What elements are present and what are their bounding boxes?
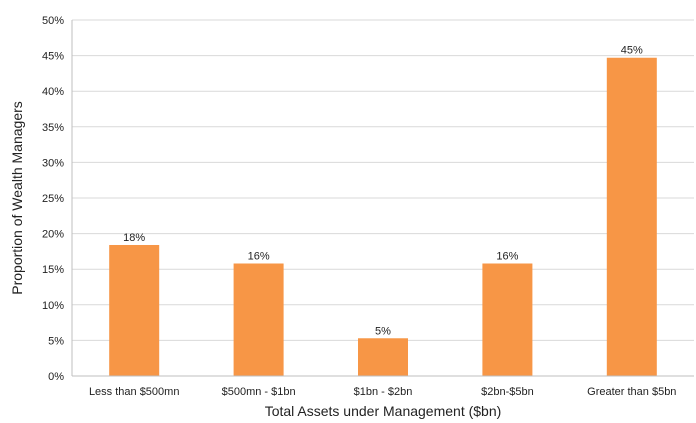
y-tick-label: 40%	[42, 86, 64, 98]
x-tick-label: Less than $500mn	[89, 386, 180, 398]
data-labels: 18% 16% 5% 16% 45%	[123, 45, 643, 338]
y-tick-label: 45%	[42, 51, 64, 63]
y-axis-ticks: 0% 5% 10% 15% 20% 25% 30% 35% 40% 45% 50%	[42, 15, 64, 383]
bar	[606, 57, 657, 377]
bar-data-label: 16%	[496, 251, 518, 263]
y-tick-label: 10%	[42, 300, 64, 312]
x-axis-title: Total Assets under Management ($bn)	[265, 403, 502, 419]
y-tick-label: 30%	[42, 157, 64, 169]
y-tick-label: 5%	[48, 335, 64, 347]
y-tick-label: 20%	[42, 229, 64, 241]
y-axis-title: Proportion of Wealth Managers	[9, 101, 25, 295]
bar	[358, 338, 408, 376]
x-axis-ticks: Less than $500mn $500mn - $1bn $1bn - $2bn…	[89, 386, 677, 398]
x-tick-label: $2bn-$5bn	[481, 386, 534, 398]
x-tick-label: $1bn - $2bn	[354, 386, 413, 398]
y-tick-label: 50%	[42, 15, 64, 27]
x-tick-label: $500mn - $1bn	[222, 386, 296, 398]
bar-data-label: 18%	[123, 232, 145, 244]
bar	[482, 263, 533, 376]
y-tick-label: 0%	[48, 371, 64, 383]
bar-data-label: 5%	[375, 325, 391, 337]
bars	[109, 57, 657, 377]
y-tick-label: 15%	[42, 264, 64, 276]
x-tick-label: Greater than $5bn	[587, 386, 676, 398]
bar	[109, 244, 160, 376]
y-tick-label: 35%	[42, 122, 64, 134]
bar-data-label: 16%	[248, 251, 270, 263]
y-tick-label: 25%	[42, 193, 64, 205]
gridlines	[72, 19, 694, 341]
bar	[233, 263, 284, 376]
bar-data-label: 45%	[621, 45, 643, 57]
